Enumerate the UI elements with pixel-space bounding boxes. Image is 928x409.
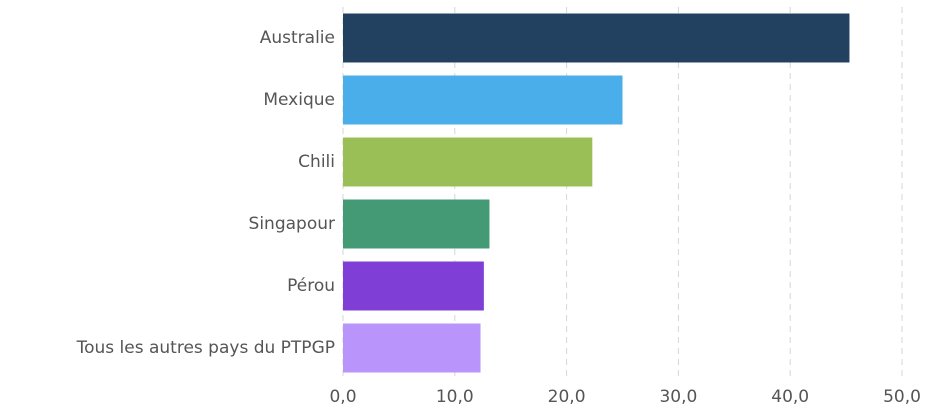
bar <box>343 199 490 249</box>
y-tick-label: Singapour <box>249 214 335 234</box>
x-tick-label: 20,0 <box>548 387 586 407</box>
y-tick-label: Pérou <box>287 276 335 296</box>
y-tick-label: Chili <box>298 152 335 172</box>
bar <box>343 261 484 311</box>
y-tick-label: Mexique <box>263 90 335 110</box>
x-tick-label: 0,0 <box>329 387 356 407</box>
bar <box>343 137 593 187</box>
x-tick-label: 40,0 <box>771 387 809 407</box>
y-tick-label: Australie <box>260 28 335 48</box>
x-tick-label: 30,0 <box>659 387 697 407</box>
bar <box>343 323 481 373</box>
x-tick-label: 10,0 <box>436 387 474 407</box>
y-tick-label: Tous les autres pays du PTPGP <box>76 338 335 358</box>
x-tick-label: 50,0 <box>883 387 921 407</box>
bar <box>343 13 850 63</box>
bar <box>343 75 623 125</box>
